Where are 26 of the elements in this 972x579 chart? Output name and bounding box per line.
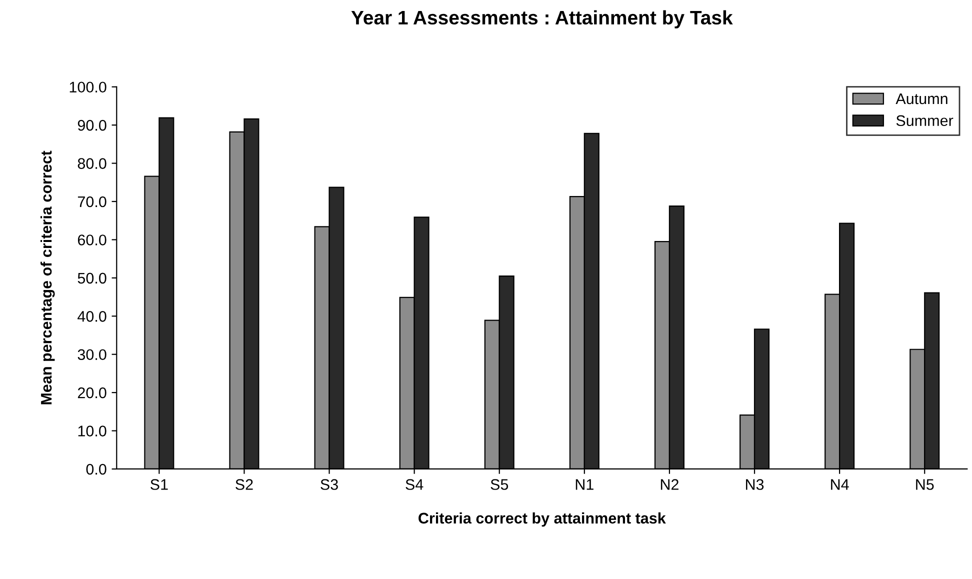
y-tick-label: 70.0	[78, 196, 106, 208]
chart-title: Year 1 Assessments : Attainment by Task	[351, 10, 733, 28]
y-tick-label: 20.0	[78, 387, 106, 398]
y-tick-label: 30.0	[78, 349, 106, 360]
x-tick-label: S4	[406, 479, 424, 490]
y-tick-label: 80.0	[78, 158, 106, 169]
x-tick-label: N2	[660, 479, 678, 490]
x-tick-label: N4	[831, 479, 849, 490]
x-tick-label: S5	[490, 479, 508, 490]
y-tick-label: 100.0	[70, 82, 106, 93]
y-axis-title: Mean percentage of criteria correct	[40, 150, 55, 404]
y-tick-label: 90.0	[78, 120, 106, 131]
y-tick-label: 10.0	[78, 426, 106, 436]
x-tick-label: N5	[916, 479, 934, 490]
x-tick-label: S3	[320, 479, 338, 490]
y-tick-label: 0.0	[86, 464, 106, 475]
legend-label: Summer	[896, 115, 954, 126]
x-tick-label: N3	[746, 479, 764, 490]
legend-label: Autumn	[896, 94, 948, 104]
x-tick-label: S1	[150, 479, 168, 490]
x-tick-label: S2	[236, 479, 253, 490]
x-tick-label: N1	[576, 479, 594, 490]
x-axis-title: Criteria correct by attainment task	[418, 512, 666, 527]
y-tick-label: 40.0	[78, 311, 106, 322]
y-tick-label: 60.0	[78, 234, 106, 246]
y-tick-label: 50.0	[78, 272, 106, 284]
